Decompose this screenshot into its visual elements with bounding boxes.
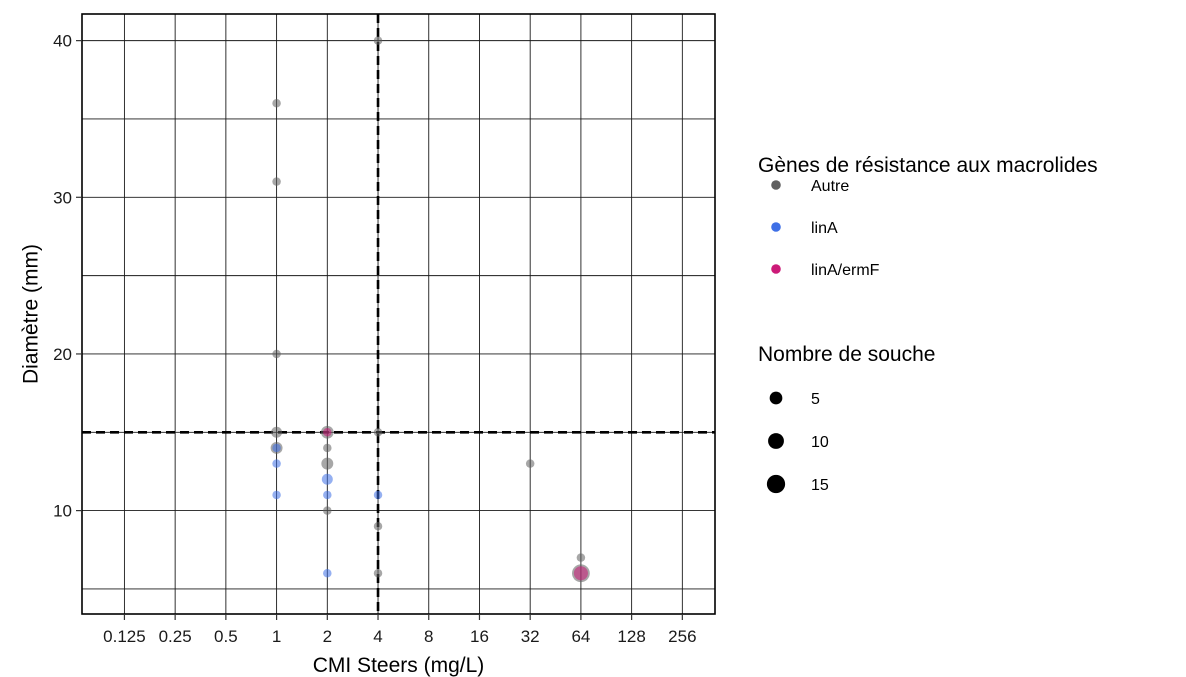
point-lina <box>323 569 332 578</box>
point-autre <box>272 349 281 359</box>
x-tick-label: 128 <box>617 627 645 646</box>
y-tick-label: 10 <box>53 502 72 521</box>
data-points <box>270 36 590 583</box>
legend-size-label: 15 <box>811 477 829 494</box>
legend-size-15 <box>766 474 786 494</box>
point-autre <box>271 426 283 438</box>
x-tick-label: 0.125 <box>103 627 146 646</box>
point-lina-ermf <box>323 428 332 437</box>
legend-size-label: 5 <box>811 391 820 408</box>
legend-color-label: Autre <box>811 178 849 195</box>
y-tick-label: 40 <box>53 32 72 51</box>
legend-color-entries: Autre linA linA/ermF <box>771 178 880 279</box>
point-autre <box>272 177 281 186</box>
x-tick-label: 4 <box>373 627 382 646</box>
y-tick-label: 30 <box>53 188 72 207</box>
point-autre <box>323 443 332 453</box>
legend-color-title: Gènes de résistance aux macrolides <box>758 154 1098 177</box>
legend-swatch-autre <box>771 180 781 190</box>
legend-color-label: linA <box>811 220 838 237</box>
point-autre <box>323 506 332 515</box>
point-autre <box>373 36 383 45</box>
plot-frame <box>81 13 716 615</box>
point-lina <box>323 490 332 500</box>
y-tick-label: 20 <box>53 345 72 364</box>
legend-color-label: linA/ermF <box>811 262 880 279</box>
point-autre <box>373 569 383 578</box>
point-autre <box>272 99 281 108</box>
point-autre <box>373 428 383 437</box>
x-tick-label: 256 <box>668 627 696 646</box>
x-tick-label: 8 <box>424 627 433 646</box>
y-axis-ticks: 10 20 30 40 <box>53 32 82 521</box>
point-autre <box>373 522 383 531</box>
legend-size-label: 10 <box>811 434 829 451</box>
point-autre <box>525 459 535 468</box>
point-lina <box>272 443 281 453</box>
y-axis-title: Diamètre (mm) <box>19 244 42 384</box>
point-lina <box>321 473 333 485</box>
legend: Gènes de résistance aux macrolides Autre… <box>758 154 1098 494</box>
x-tick-label: 2 <box>323 627 332 646</box>
legend-swatch-lina <box>771 222 781 232</box>
legend-size-10 <box>768 433 784 449</box>
x-tick-label: 0.25 <box>159 627 192 646</box>
x-tick-label: 32 <box>521 627 540 646</box>
x-tick-label: 1 <box>272 627 281 646</box>
x-axis-title: CMI Steers (mg/L) <box>313 654 485 677</box>
legend-size-entries: 5 10 15 <box>766 391 829 494</box>
breakpoint-lines <box>82 14 715 614</box>
legend-size-title: Nombre de souche <box>758 343 935 366</box>
point-lina <box>272 459 281 468</box>
point-lina-ermf <box>573 566 588 581</box>
legend-size-5 <box>769 391 783 405</box>
x-tick-label: 0.5 <box>214 627 238 646</box>
x-tick-label: 64 <box>571 627 590 646</box>
x-tick-label: 16 <box>470 627 489 646</box>
point-lina <box>272 490 281 500</box>
grid <box>82 14 715 614</box>
point-autre <box>576 553 586 562</box>
x-axis-ticks: 0.125 0.25 0.5 1 2 4 8 16 32 64 128 256 <box>103 614 697 646</box>
point-autre <box>321 457 334 470</box>
point-lina <box>373 490 383 500</box>
legend-swatch-lina-ermf <box>771 264 781 274</box>
